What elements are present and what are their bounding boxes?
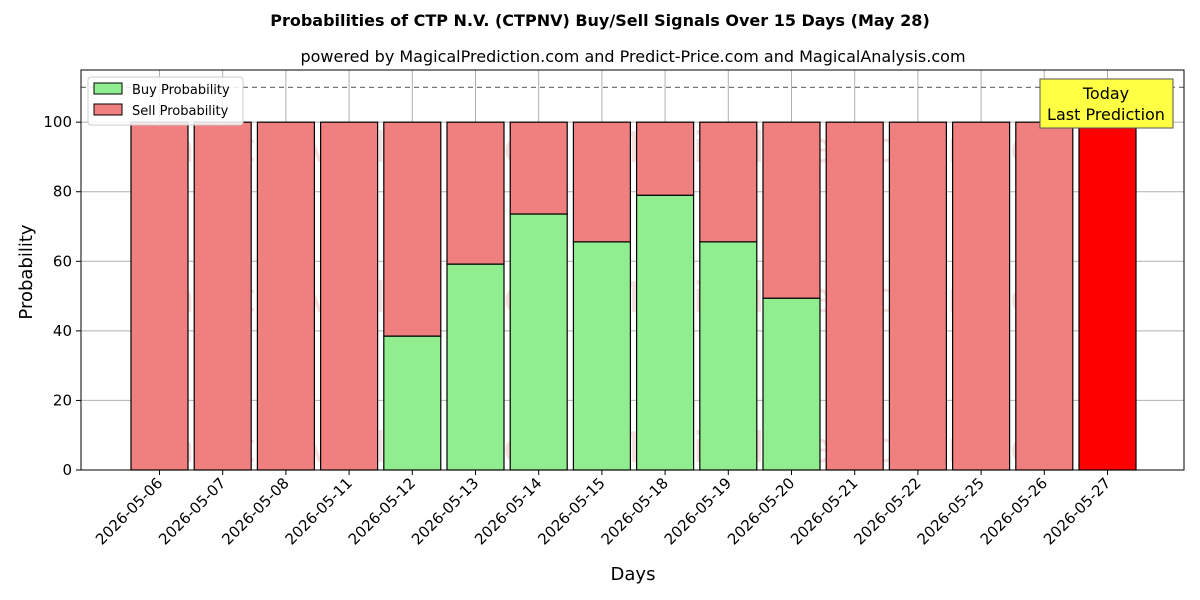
x-tick-label: 2026-05-25 [914,474,988,548]
x-tick-label: 2026-05-19 [661,474,735,548]
annotation-line-1: Today [1082,84,1129,103]
x-tick-label: 2026-05-18 [598,474,672,548]
legend-swatch-sell [93,103,123,116]
bar-sell [762,121,821,299]
bar-buy [446,263,505,471]
bar-buy [572,241,632,471]
chart-title: Probabilities of CTP N.V. (CTPNV) Buy/Se… [270,11,930,30]
x-tick-label: 2026-05-15 [534,474,608,548]
bar-sell [446,121,505,265]
y-tick-label: 0 [62,461,72,479]
x-axis-label: Days [611,564,656,585]
x-tick-label: 2026-05-20 [724,474,798,548]
x-tick-label: 2026-05-07 [155,474,229,548]
annotation-line-2: Last Prediction [1047,105,1165,124]
y-axis-label: Probability [16,224,37,319]
bar-buy [383,335,442,471]
bar-sell [951,121,1011,471]
x-tick-label: 2026-05-06 [92,474,166,548]
y-tick-label: 60 [53,252,72,270]
bar-buy [509,213,568,471]
x-tick-label: 2026-05-22 [850,474,924,548]
legend-box [87,76,244,126]
y-tick-label: 40 [53,322,72,340]
bar-sell [1015,121,1074,471]
bar-sell [193,121,252,471]
bar-sell [825,121,884,471]
x-tick-label: 2026-05-08 [218,474,292,548]
x-tick-label: 2026-05-12 [345,474,419,548]
x-tick-label: 2026-05-21 [787,474,861,548]
y-tick-label: 80 [53,183,72,201]
x-tick-label: 2026-05-14 [471,474,545,548]
x-tick-label: 2026-05-27 [1040,474,1114,548]
y-tick-label: 100 [43,113,72,131]
y-tick-label: 20 [53,391,72,409]
bar-sell [320,121,379,471]
x-tick-label: 2026-05-11 [282,474,356,548]
bar-buy [762,297,821,471]
bars [130,121,1137,471]
x-tick-label: 2026-05-26 [977,474,1051,548]
bar-sell [256,121,315,471]
bar-sell-today [1078,121,1137,471]
legend-label-buy: Buy Probability [132,83,230,98]
annotation-box [1039,78,1174,129]
x-tick-label: 2026-05-13 [408,474,482,548]
bar-sell [509,121,568,215]
bar-sell [383,121,442,337]
chart-subtitle: powered by MagicalPrediction.com and Pre… [300,47,965,66]
bar-sell [888,121,948,471]
plot-frame [80,69,1185,471]
bar-sell [130,121,189,471]
legend: Buy Probability Sell Probability [87,76,244,126]
today-annotation: Today Last Prediction [1039,78,1174,129]
legend-label-sell: Sell Probability [132,104,229,119]
bar-sell [635,121,695,196]
bar-sell [699,121,758,243]
bar-sell [572,121,632,243]
legend-swatch-buy [93,82,123,95]
bar-buy [635,194,695,471]
bar-buy [699,241,758,471]
